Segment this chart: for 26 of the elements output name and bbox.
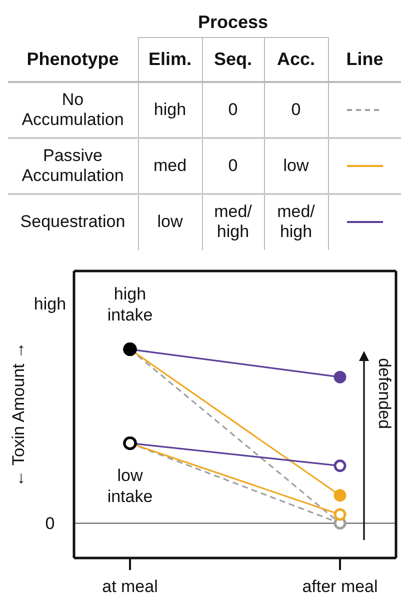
text: Phenotype (8, 38, 138, 82)
text: high intake (107, 284, 153, 324)
y-axis-title: ← Toxin Amount → (9, 342, 28, 488)
text: low (138, 194, 202, 250)
text: Process (138, 8, 328, 38)
text: high (138, 82, 202, 138)
text: med (138, 138, 202, 194)
text: No Accumulation (20, 88, 125, 130)
annotation: low intake (107, 466, 153, 506)
text: 0 (45, 514, 55, 534)
text: 0 (202, 82, 264, 138)
text: 0 (202, 138, 264, 194)
text: Elim. (138, 38, 202, 82)
text: 0 (264, 82, 328, 138)
text: Seq. (202, 38, 264, 82)
x-tick-label: after meal (302, 577, 378, 596)
text: med/ high (264, 194, 328, 250)
text: low (264, 138, 328, 194)
text: high (34, 294, 66, 314)
text: Line (328, 38, 402, 82)
text: Acc. (264, 38, 328, 82)
x-tick-label: at meal (102, 577, 158, 596)
text: med/ high (202, 194, 264, 250)
annotation: defended (374, 358, 394, 429)
text: Passive Accumulation (20, 144, 125, 186)
text: Sequestration (19, 211, 126, 233)
